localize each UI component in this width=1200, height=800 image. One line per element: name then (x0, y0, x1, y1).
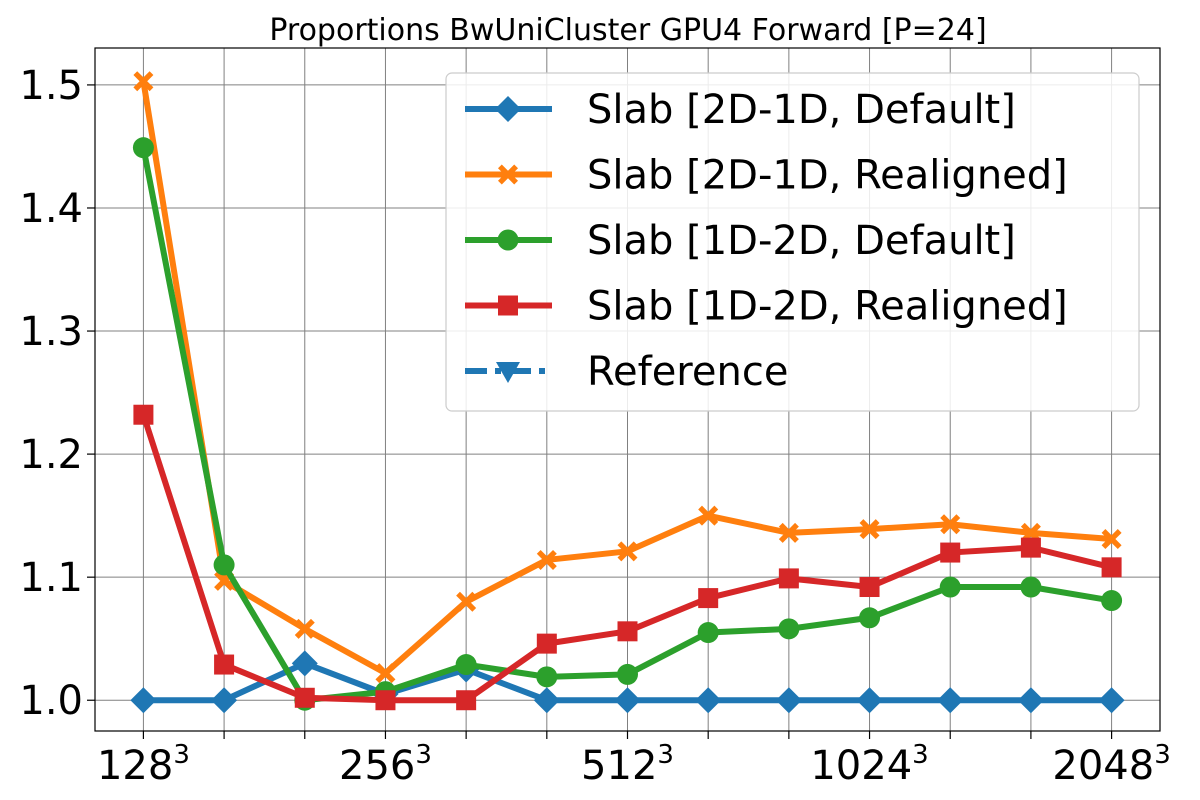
legend-label: Slab [1D-2D, Default] (587, 218, 1016, 264)
data-point (695, 687, 722, 714)
legend-marker (497, 229, 519, 251)
data-point (697, 622, 719, 644)
x-tick-label-base: 512 (581, 743, 657, 789)
y-tick-label: 1.3 (19, 309, 83, 355)
data-point (456, 690, 477, 711)
data-point (536, 633, 557, 654)
x-tick-label-base: 2048 (1052, 743, 1154, 789)
y-tick-label: 1.5 (19, 63, 83, 109)
y-tick-label: 1.2 (19, 432, 83, 478)
data-point (698, 588, 719, 609)
legend-marker (498, 295, 518, 316)
y-tick-label: 1.0 (19, 678, 83, 724)
data-point (130, 687, 157, 714)
legend-item: Slab [2D-1D, Realigned] (465, 153, 1068, 199)
legend-item: Slab [2D-1D, Default] (465, 87, 1016, 133)
x-tick-label: 20483 (1052, 740, 1170, 789)
data-point (856, 687, 883, 714)
data-point (455, 654, 477, 676)
data-point (1020, 537, 1041, 558)
data-point (1101, 529, 1122, 550)
plot-frame (94, 47, 1161, 732)
data-point (133, 71, 154, 92)
data-point (132, 137, 154, 159)
data-point (213, 554, 235, 576)
legend: Slab [2D-1D, Default] Slab [2D-1D, Realig… (445, 72, 1140, 412)
data-point (1017, 687, 1044, 714)
data-point (940, 542, 961, 563)
legend-box (445, 72, 1140, 412)
data-point (698, 505, 719, 526)
data-point (614, 687, 641, 714)
data-point (617, 663, 638, 685)
x-tick-label-base: 128 (97, 743, 173, 789)
series-layer (130, 71, 1125, 714)
series-4 (133, 404, 1122, 711)
legend-label: Reference (587, 349, 788, 395)
legend-label: Slab [1D-2D, Realigned] (587, 284, 1068, 330)
data-point (778, 568, 799, 589)
data-point (536, 666, 558, 688)
data-point (937, 687, 964, 714)
y-tick-label: 1.1 (19, 555, 83, 601)
legend-marker (498, 164, 518, 185)
x-tick-label-exponent: 3 (415, 740, 432, 770)
x-tick-label-exponent: 3 (657, 740, 674, 770)
x-tick-label-exponent: 3 (1154, 740, 1171, 770)
x-tick-label-base: 256 (339, 743, 415, 789)
data-point (859, 607, 881, 629)
legend-label: Slab [2D-1D, Realigned] (587, 153, 1068, 199)
x-tick-label-exponent: 3 (173, 740, 190, 770)
data-point (533, 687, 560, 714)
x-tick-label-exponent: 3 (912, 740, 929, 770)
data-point (214, 654, 235, 675)
data-point (375, 663, 396, 684)
data-point (617, 621, 638, 642)
data-point (859, 519, 880, 540)
data-point (456, 591, 477, 612)
data-point (778, 522, 799, 543)
data-point (211, 687, 238, 714)
legend-item: Slab [1D-2D, Default] (465, 218, 1016, 264)
data-point (859, 577, 880, 598)
legend-label: Slab [2D-1D, Default] (587, 87, 1016, 133)
y-tick-label: 1.4 (19, 186, 83, 232)
data-point (291, 650, 318, 677)
data-point (778, 618, 800, 640)
chart-title: Proportions BwUniCluster GPU4 Forward [P… (269, 13, 986, 48)
data-point (1098, 687, 1125, 714)
data-point (294, 618, 315, 639)
data-point (1101, 557, 1122, 578)
x-tick-label: 10243 (810, 740, 928, 789)
data-point (617, 541, 638, 562)
data-point (375, 690, 396, 711)
x-tick-label: 1283 (97, 740, 190, 789)
legend-marker (495, 96, 521, 122)
data-point (775, 687, 802, 714)
legend-item: Reference (465, 349, 788, 395)
data-point (940, 514, 961, 535)
series-2 (133, 71, 1122, 684)
data-point (133, 404, 154, 425)
x-tick-label: 2563 (339, 740, 432, 789)
y-axis-ticks: 1.0 1.1 1.2 1.3 1.4 1.5 (19, 63, 95, 724)
data-point (536, 549, 557, 570)
legend-item: Slab [1D-2D, Realigned] (465, 284, 1068, 330)
data-point (939, 576, 961, 598)
x-tick-label: 5123 (581, 740, 674, 789)
legend-marker (496, 362, 520, 383)
data-point (1020, 576, 1042, 598)
x-axis-ticks: 1283 2563 5123 10243 20483 (97, 731, 1171, 789)
data-point (294, 687, 315, 708)
x-tick-label-base: 1024 (810, 743, 912, 789)
data-point (1101, 590, 1123, 612)
